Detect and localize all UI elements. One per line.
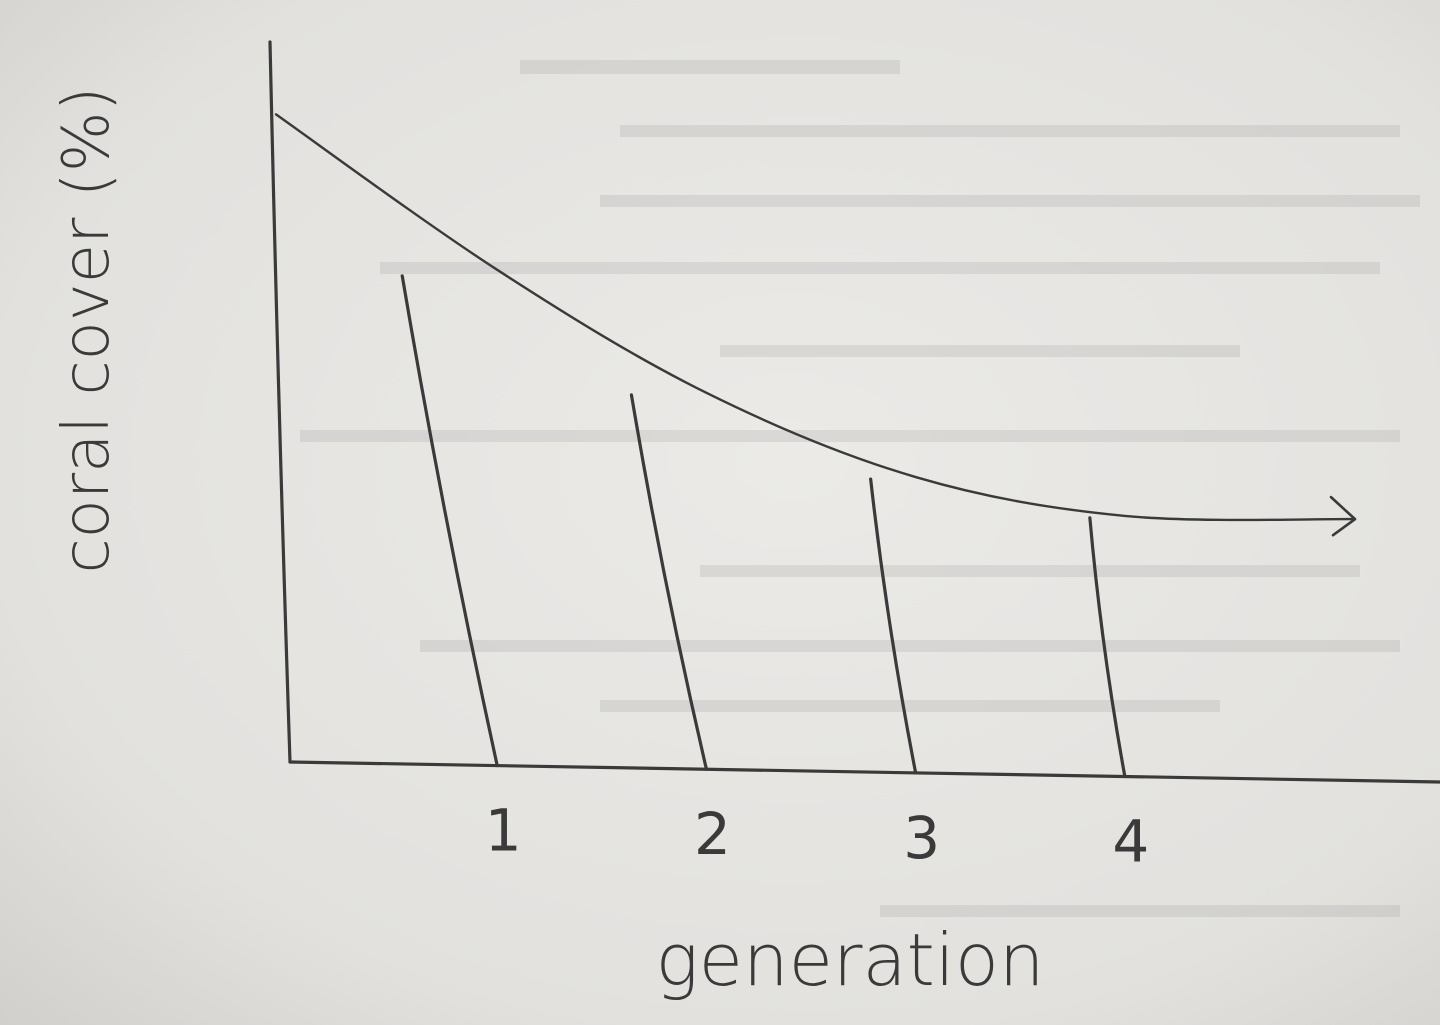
x-tick-labels: 1 2 3 4 bbox=[485, 797, 1150, 876]
x-tick-label: 1 bbox=[485, 797, 522, 865]
show-through-texture bbox=[300, 60, 1420, 917]
x-tick-label: 2 bbox=[694, 800, 731, 868]
x-axis-line bbox=[288, 760, 1440, 784]
decay-curve bbox=[274, 113, 1357, 537]
generation-line bbox=[869, 477, 918, 775]
y-axis-label: coral cover (%) bbox=[50, 87, 124, 574]
generation-line bbox=[400, 274, 499, 768]
generation-line bbox=[629, 393, 709, 771]
axes bbox=[268, 40, 1440, 784]
x-tick-label: 3 bbox=[903, 804, 940, 872]
generation-lines bbox=[400, 274, 1127, 779]
y-axis-line bbox=[268, 40, 292, 764]
x-axis-label: generation bbox=[655, 918, 1044, 1002]
curve-arrowhead bbox=[1329, 495, 1357, 537]
generation-line bbox=[1088, 516, 1127, 779]
series-line bbox=[274, 113, 1357, 522]
x-tick-label: 4 bbox=[1112, 808, 1149, 876]
